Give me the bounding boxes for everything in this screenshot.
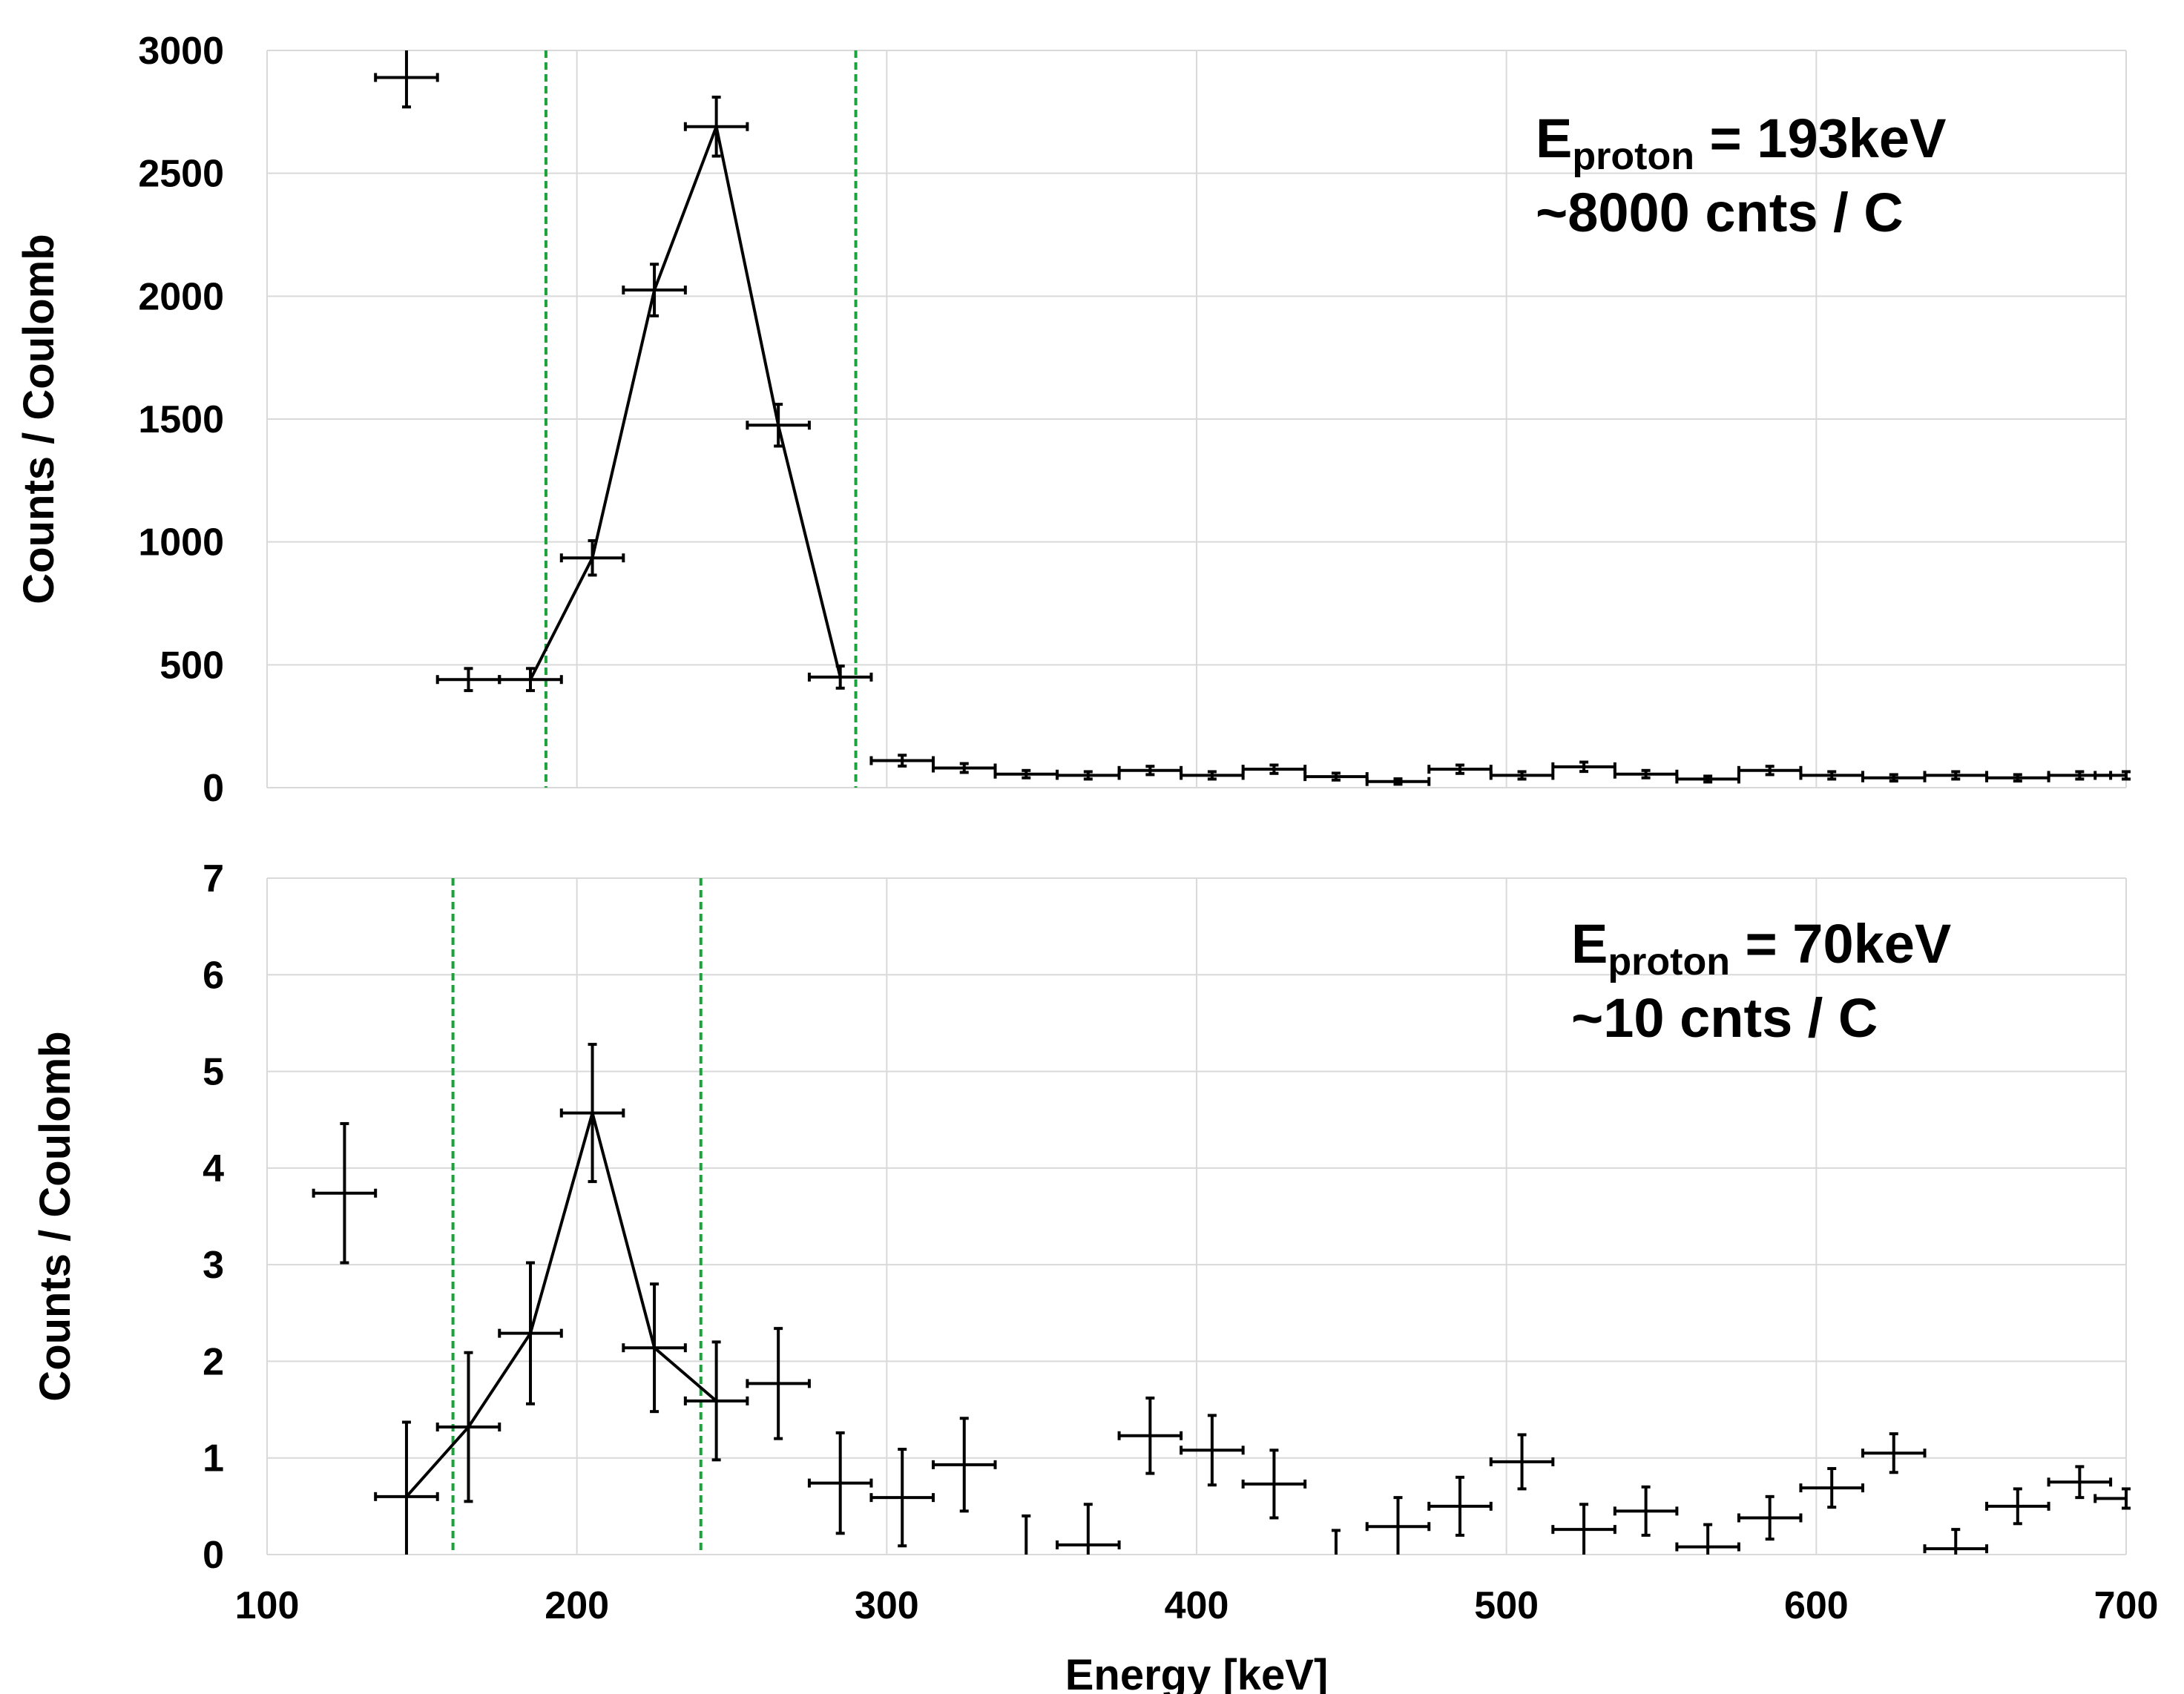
y-tick-label: 1500 — [138, 398, 224, 441]
y-tick-label: 1000 — [138, 521, 224, 564]
data-point — [1737, 1494, 1803, 1541]
y-tick-label: 1 — [203, 1437, 224, 1480]
y-tick-label: 2000 — [138, 275, 224, 318]
data-point — [559, 539, 625, 577]
x-axis-label: Energy [keV] — [1065, 1651, 1329, 1694]
data-point — [807, 664, 873, 690]
data-point — [746, 403, 811, 448]
data-point — [1799, 770, 1864, 781]
data-point — [1056, 770, 1121, 781]
data-point — [1985, 1487, 2050, 1526]
energy-value: = 193keV — [1694, 108, 1946, 169]
data-point — [1117, 1396, 1183, 1475]
x-tick-label: 500 — [1474, 1584, 1539, 1627]
y-tick-label: 4 — [203, 1147, 224, 1190]
data-point — [1613, 1485, 1679, 1537]
data-point — [1331, 1529, 1341, 1555]
x-tick-label: 600 — [1784, 1584, 1849, 1627]
data-point — [1180, 1414, 1245, 1487]
y-axis-label: Counts / Coulomb — [31, 1031, 79, 1401]
data-point — [622, 1282, 687, 1414]
y-tick-label: 5 — [203, 1051, 224, 1094]
data-point — [683, 95, 749, 158]
data-point — [1241, 763, 1307, 775]
data-point — [2093, 1487, 2131, 1510]
count-rate-annotation: ~8000 cnts / C — [1536, 182, 1904, 243]
data-point — [1056, 1503, 1121, 1555]
data-point — [931, 762, 997, 774]
energy-symbol: E — [1536, 108, 1572, 169]
data-point — [1303, 771, 1369, 782]
data-point — [993, 768, 1059, 780]
data-point — [1489, 770, 1555, 781]
data-point — [1923, 1528, 1989, 1555]
data-point — [869, 754, 935, 768]
bottom-panel: 0 1 2 3 4 5 6 7 100 200 300 400 500 600 700 Counts / Co… — [31, 857, 2158, 1694]
data-point — [1427, 1475, 1493, 1537]
data-point — [1985, 773, 2050, 783]
data-point — [1241, 1449, 1307, 1520]
data-point — [1613, 768, 1679, 780]
data-point — [1861, 773, 1927, 783]
x-tick-label: 400 — [1165, 1584, 1229, 1627]
data-point — [1365, 777, 1431, 786]
data-point — [931, 1417, 997, 1513]
data-point — [1861, 1432, 1927, 1474]
y-tick-label: 2500 — [138, 153, 224, 196]
data-point — [1923, 770, 1989, 781]
data-point — [1365, 1496, 1431, 1555]
data-point — [1489, 1433, 1555, 1491]
data-point — [374, 50, 439, 109]
y-tick-label: 2 — [203, 1340, 224, 1383]
data-point — [622, 263, 687, 317]
data-point — [1180, 770, 1245, 781]
y-tick-label: 3 — [203, 1244, 224, 1287]
energy-symbol: E — [1571, 913, 1608, 975]
data-point — [1675, 1523, 1740, 1555]
y-axis-label: Counts / Coulomb — [15, 234, 63, 604]
top-panel: 0 500 1000 1500 2000 2500 3000 Counts / Coulomb… — [15, 30, 2131, 810]
data-point — [435, 667, 501, 693]
data-point — [807, 1431, 873, 1535]
proton-energy-annotation: Eproton = 193keV — [1536, 108, 1946, 178]
data-point — [746, 1327, 811, 1440]
energy-subscript: proton — [1572, 135, 1694, 178]
y-tick-label: 7 — [203, 857, 224, 900]
x-tick-label: 700 — [2094, 1584, 2159, 1627]
peak-line — [529, 121, 842, 681]
data-point — [559, 1043, 625, 1184]
data-point — [683, 1340, 749, 1462]
y-tick-label: 0 — [203, 1534, 224, 1577]
y-tick-label: 6 — [203, 954, 224, 997]
count-rate-annotation: ~10 cnts / C — [1571, 987, 1878, 1049]
data-point — [1427, 763, 1493, 775]
energy-value: = 70keV — [1730, 913, 1951, 975]
data-point — [1799, 1467, 1864, 1509]
data-point — [869, 1447, 935, 1548]
y-tick-label: 0 — [203, 767, 224, 810]
x-tick-label: 100 — [235, 1584, 300, 1627]
peak-line — [405, 1107, 717, 1498]
data-point — [1022, 1514, 1031, 1555]
data-point — [435, 1351, 501, 1503]
data-point — [1551, 760, 1616, 774]
data-point — [2093, 770, 2131, 781]
data-point — [1551, 1503, 1616, 1555]
data-point — [1117, 765, 1183, 777]
data-point — [498, 1261, 563, 1405]
data-point — [374, 1420, 439, 1555]
proton-energy-annotation: Eproton = 70keV — [1571, 913, 1951, 983]
x-tick-label: 200 — [545, 1584, 609, 1627]
data-point — [498, 667, 563, 693]
data-point — [1737, 765, 1803, 777]
data-point — [2047, 1465, 2113, 1500]
y-tick-label: 3000 — [138, 30, 224, 73]
data-point — [1675, 774, 1740, 784]
energy-subscript: proton — [1608, 940, 1730, 983]
x-tick-label: 300 — [855, 1584, 919, 1627]
y-tick-label: 500 — [159, 644, 224, 687]
data-point — [312, 1121, 378, 1265]
